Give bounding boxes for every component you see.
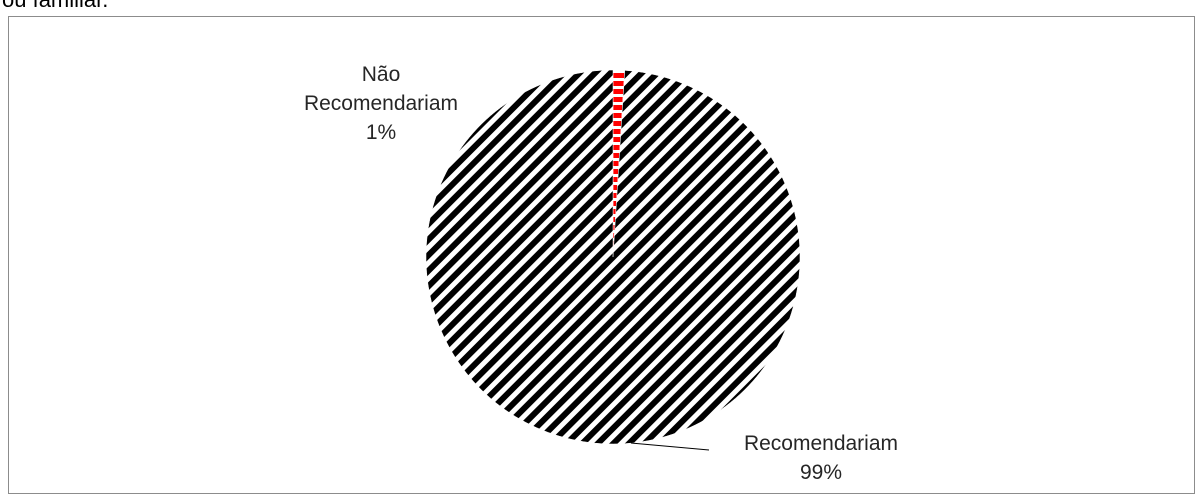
data-label-percent-recomendariam: 99% xyxy=(800,461,842,484)
data-label-name-recomendariam: Recomendariam xyxy=(744,432,898,455)
data-label-name-n-o-recomendariam: Não xyxy=(362,63,401,86)
pie-slices xyxy=(425,69,801,445)
pie-slice-recomendariam xyxy=(425,69,801,445)
pie-labels: Não Recomendariam 1% Recomendariam 99% xyxy=(304,63,898,484)
caption-fragment: ou familiar. xyxy=(2,0,108,13)
data-label-percent-n-o-recomendariam: 1% xyxy=(366,121,396,144)
chart-frame: Não Recomendariam 1% Recomendariam 99% xyxy=(8,16,1195,494)
leader-line-recomendariam xyxy=(630,442,710,451)
data-label-name-n-o-recomendariam: Recomendariam xyxy=(304,92,458,115)
pie-chart: Não Recomendariam 1% Recomendariam 99% xyxy=(304,63,898,484)
